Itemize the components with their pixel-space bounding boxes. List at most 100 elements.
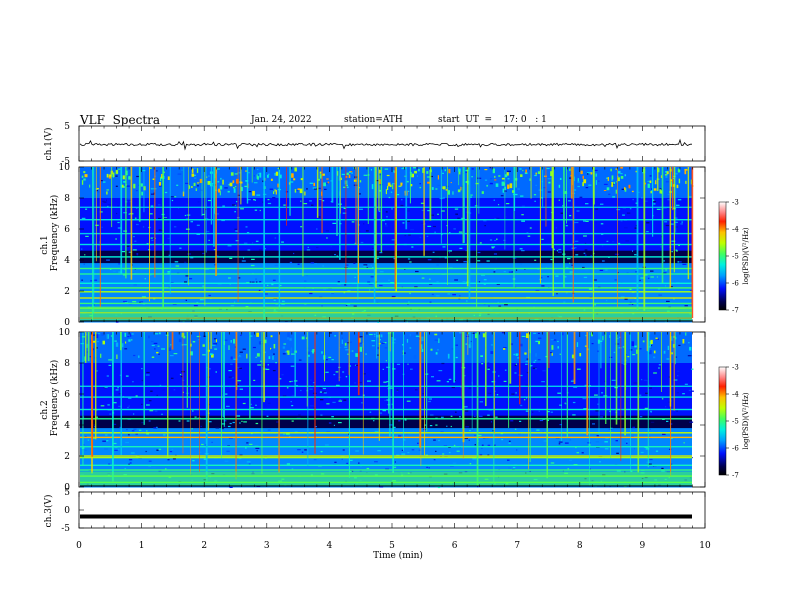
spectrogram-sferic bbox=[324, 332, 325, 382]
spectrogram-speckle bbox=[102, 340, 105, 345]
spectrogram-sferic bbox=[246, 167, 249, 204]
spectrogram-speckle bbox=[437, 349, 439, 351]
spectrogram-speckle bbox=[81, 175, 84, 178]
spectrogram-speckle bbox=[662, 272, 667, 274]
spectrogram-speckle bbox=[379, 252, 383, 254]
spectrogram-speckle bbox=[611, 175, 614, 180]
spectrogram-speckle bbox=[665, 176, 668, 178]
spectrogram-speckle bbox=[387, 182, 391, 187]
spectrogram-speckle bbox=[486, 184, 488, 187]
spectrogram-speckle bbox=[490, 178, 493, 180]
spectrogram-speckle bbox=[168, 254, 170, 256]
spectrogram-speckle bbox=[442, 246, 446, 248]
spectrogram-speckle bbox=[151, 340, 154, 343]
spectrogram-speckle bbox=[126, 185, 130, 187]
spectrogram-sferic bbox=[205, 332, 208, 482]
spectrogram-speckle bbox=[446, 425, 448, 427]
spectrogram-speckle bbox=[441, 210, 445, 212]
spectrogram-speckle bbox=[465, 181, 468, 183]
spectrogram-speckle bbox=[246, 353, 248, 359]
spectrogram-speckle bbox=[611, 181, 614, 187]
spectrogram-speckle bbox=[253, 379, 256, 381]
spectrogram-speckle bbox=[603, 200, 605, 202]
spectrogram-speckle bbox=[225, 393, 228, 395]
spectrogram-speckle bbox=[232, 421, 235, 424]
spectrogram-speckle bbox=[607, 177, 609, 181]
spectrogram-speckle bbox=[353, 363, 355, 365]
spectrogram-speckle bbox=[455, 411, 457, 413]
spectrogram-sferic bbox=[419, 332, 422, 448]
spectrogram-speckle bbox=[195, 188, 197, 191]
spectrogram-speckle bbox=[243, 242, 248, 244]
spectrogram-speckle bbox=[550, 462, 555, 464]
spectrogram-cell bbox=[80, 320, 692, 322]
spectrogram-speckle bbox=[245, 170, 248, 172]
spectrogram-speckle bbox=[614, 253, 619, 255]
spectrogram-speckle bbox=[291, 353, 295, 355]
spectrogram-speckle bbox=[503, 271, 506, 273]
spectrogram-speckle bbox=[535, 340, 539, 342]
spectrogram-speckle bbox=[257, 176, 259, 180]
spectrogram-cell bbox=[80, 378, 692, 383]
spectrogram-speckle bbox=[511, 393, 515, 395]
spectrogram-speckle bbox=[330, 292, 334, 294]
spectrogram-speckle bbox=[92, 340, 96, 343]
spectrogram-speckle bbox=[465, 249, 468, 252]
spectrogram-speckle bbox=[675, 356, 678, 358]
spectrogram-sferic bbox=[378, 167, 380, 211]
spectrogram-speckle bbox=[275, 189, 277, 195]
spectrogram-speckle bbox=[415, 335, 420, 337]
spectrogram-speckle bbox=[132, 301, 137, 303]
spectrogram-speckle bbox=[471, 429, 474, 431]
spectrogram-speckle bbox=[309, 200, 312, 202]
spectrogram-speckle bbox=[477, 434, 482, 437]
spectrogram-speckle bbox=[319, 174, 322, 179]
spectrogram-speckle bbox=[262, 183, 264, 185]
spectrogram-speckle bbox=[334, 486, 336, 488]
spectrogram-speckle bbox=[263, 368, 267, 370]
spectrogram-speckle bbox=[308, 354, 310, 357]
spectrogram-speckle bbox=[513, 353, 516, 356]
spectrogram-speckle bbox=[335, 371, 339, 373]
spectrogram-speckle bbox=[504, 369, 507, 371]
spectrogram-cell bbox=[80, 459, 692, 465]
spectrogram-speckle bbox=[666, 420, 669, 422]
spectrogram-speckle bbox=[298, 414, 301, 416]
spectrogram-speckle bbox=[345, 264, 349, 266]
spectrogram-speckle bbox=[222, 428, 224, 430]
spectrogram-sferic bbox=[143, 332, 145, 425]
spectrogram-speckle bbox=[487, 414, 490, 416]
spectrogram-speckle bbox=[534, 359, 537, 362]
spectrogram-speckle bbox=[112, 231, 117, 233]
spectrogram-speckle bbox=[501, 332, 505, 334]
spectrogram-speckle bbox=[664, 321, 668, 323]
spectrogram-speckle bbox=[309, 292, 313, 295]
spectrogram-speckle bbox=[141, 403, 143, 405]
spectrogram-speckle bbox=[148, 400, 152, 402]
spectrogram-speckle bbox=[117, 227, 122, 229]
spectrogram-speckle bbox=[227, 425, 231, 428]
spectrogram-speckle bbox=[376, 354, 379, 356]
spectrogram-speckle bbox=[228, 376, 233, 378]
spectrogram-speckle bbox=[134, 217, 137, 219]
spectrogram-speckle bbox=[355, 450, 359, 452]
spectrogram-speckle bbox=[245, 226, 248, 228]
spectrogram-speckle bbox=[670, 179, 673, 182]
spectrogram-speckle bbox=[262, 201, 264, 203]
spectrogram-speckle bbox=[117, 205, 119, 207]
spectrogram-speckle bbox=[297, 449, 301, 451]
spectrogram-speckle bbox=[503, 380, 507, 382]
spectrogram-speckle bbox=[473, 415, 476, 417]
spectrogram-speckle bbox=[506, 172, 509, 176]
spectrogram-speckle bbox=[136, 254, 139, 256]
spectrogram-speckle bbox=[471, 168, 474, 170]
spectrogram-speckle bbox=[201, 443, 204, 446]
spectrogram-sferic bbox=[314, 332, 316, 454]
spectrogram-speckle bbox=[547, 419, 549, 421]
spectrogram-speckle bbox=[507, 184, 510, 189]
spectrogram-speckle bbox=[479, 401, 483, 403]
spectrogram-speckle bbox=[603, 190, 607, 191]
spectrogram-speckle bbox=[533, 332, 537, 334]
spectrogram-sferic bbox=[149, 167, 150, 302]
spectrogram-speckle bbox=[682, 339, 685, 344]
